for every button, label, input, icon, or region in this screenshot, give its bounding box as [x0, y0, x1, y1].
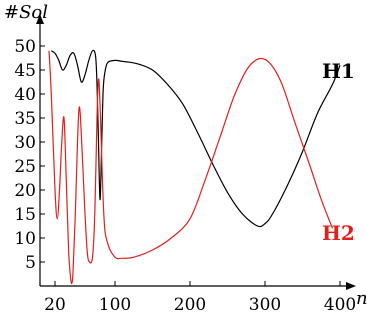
x-tick-label: 100: [99, 295, 131, 315]
y-tick-label: 45: [14, 61, 36, 81]
y-axis-arrow: [36, 14, 44, 24]
y-tick-label: 20: [14, 181, 36, 201]
y-tick-label: 50: [14, 37, 36, 57]
x-tick-label: 200: [174, 295, 206, 315]
y-axis-title: #Sol: [4, 2, 48, 23]
x-axis-title: n: [356, 288, 367, 309]
y-tick-label: 40: [14, 85, 36, 105]
series-lines: [48, 49, 341, 285]
y-tick-label: 5: [25, 253, 36, 273]
x-axis-arrow: [346, 282, 356, 290]
x-tick-label: 300: [249, 295, 281, 315]
x-tick-label: 20: [44, 295, 66, 315]
y-tick-label: 35: [14, 109, 36, 129]
ticks: 5 10 15 20 25 30 35 40 45 50 20 100 200 300 400: [14, 37, 356, 315]
y-tick-label: 15: [14, 205, 36, 225]
y-tick-label: 30: [14, 133, 36, 153]
y-tick-label: 10: [14, 229, 36, 249]
series-label-h1: H1: [322, 59, 355, 83]
series-label-h2: H2: [322, 221, 355, 245]
x-tick-label: 400: [324, 295, 356, 315]
y-tick-label: 25: [14, 157, 36, 177]
series-line-h2: [48, 50, 334, 285]
series-line-h1: [50, 49, 341, 228]
